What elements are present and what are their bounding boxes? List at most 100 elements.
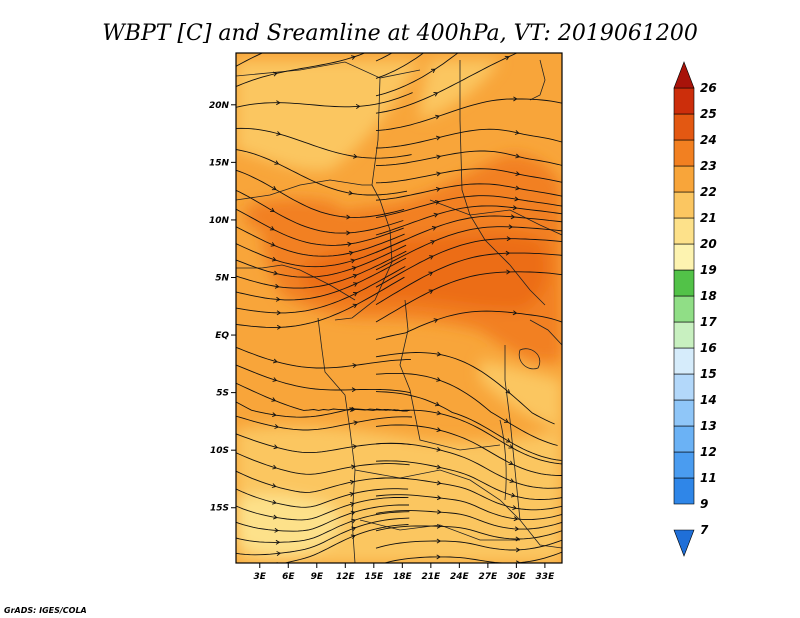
- x-tick-label: 15E: [364, 572, 384, 582]
- streamline-arrowhead: [512, 205, 518, 211]
- streamline: [236, 401, 410, 418]
- streamline-arrowhead: [435, 135, 441, 141]
- streamline-arrowhead: [506, 269, 511, 275]
- streamline: [236, 496, 409, 521]
- colorbar-label: 16: [700, 341, 717, 355]
- streamline: [375, 53, 518, 114]
- streamline-arrowhead: [350, 510, 356, 516]
- streamline-arrowhead: [274, 283, 280, 289]
- streamline: [375, 168, 562, 184]
- streamline-arrowhead: [270, 207, 275, 213]
- streamline-arrowhead: [436, 538, 442, 544]
- streamline-arrowhead: [514, 130, 520, 135]
- x-tick-label: 21E: [421, 572, 441, 582]
- streamlines: [236, 46, 562, 563]
- streamline: [375, 215, 562, 253]
- x-tick-label: 33E: [536, 572, 556, 582]
- streamline-arrowhead: [272, 499, 277, 505]
- streamline-arrowhead: [436, 523, 442, 529]
- colorbar-swatch: [673, 321, 695, 349]
- warm-west-region: [246, 198, 344, 236]
- streamline: [236, 53, 366, 88]
- streamline: [375, 510, 562, 530]
- streamline-arrowhead: [504, 418, 509, 423]
- colorbar-label: 14: [700, 393, 717, 407]
- border-line: [459, 60, 546, 306]
- streamline-arrowhead: [506, 236, 512, 242]
- streamline: [375, 53, 425, 79]
- streamline: [236, 364, 411, 394]
- x-axis: 3E 6E 9E 12E 15E 18E 21E 24E 27E 30E 33E: [254, 563, 556, 582]
- streamline-arrowhead: [276, 324, 282, 330]
- streamline-arrowhead: [515, 547, 521, 553]
- streamline-arrowhead: [428, 46, 432, 50]
- streamline-arrowhead: [352, 273, 358, 279]
- streamline: [376, 150, 562, 166]
- x-tick-label: 18E: [393, 572, 413, 582]
- y-tick-label: 5S: [216, 389, 229, 399]
- streamline: [236, 517, 410, 556]
- map-frame: [235, 52, 563, 564]
- streamline-arrowhead: [352, 363, 358, 369]
- streamline: [375, 525, 562, 540]
- streamline: [236, 257, 407, 301]
- streamline-arrowhead: [272, 358, 278, 364]
- border-line: [236, 61, 421, 79]
- border-line: [429, 199, 562, 236]
- x-tick-label: 12E: [336, 572, 356, 582]
- streamline-arrowhead: [273, 514, 278, 520]
- colorbar-swatch: [673, 295, 695, 323]
- streamline-arrowhead: [276, 100, 281, 106]
- x-tick-label: 6E: [282, 572, 295, 582]
- lake-outline: [518, 348, 541, 370]
- grads-credit: GrADS: IGES/COLA: [4, 606, 87, 615]
- streamline: [375, 98, 562, 132]
- streamline: [282, 524, 409, 563]
- colorbar-swatch: [673, 165, 695, 193]
- streamline-arrowhead: [271, 185, 277, 191]
- streamline-arrowhead: [513, 96, 518, 102]
- colorbar: 7 9 11 12 13 14 15 16 17 18 19 20 21 22 23 24 25 26: [673, 61, 717, 557]
- streamline-arrowhead: [434, 401, 440, 407]
- streamline: [236, 382, 408, 412]
- streamline-arrowhead: [270, 48, 274, 52]
- x-tick-label: 27E: [479, 572, 499, 582]
- streamline-arrowhead: [273, 444, 279, 450]
- streamline-arrowhead: [436, 480, 442, 486]
- streamline-arrowhead: [351, 518, 357, 524]
- streamline: [236, 92, 413, 108]
- streamline-arrowhead: [351, 406, 356, 412]
- streamline: [375, 424, 562, 476]
- y-tick-label: EQ: [215, 331, 229, 341]
- streamline: [236, 189, 404, 234]
- border-line: [354, 469, 521, 521]
- streamline-arrowhead: [274, 160, 280, 165]
- streamline-arrowhead: [504, 55, 510, 61]
- coastline: [529, 59, 546, 101]
- y-tick-label: 5N: [215, 273, 229, 283]
- x-tick-label: 3E: [254, 572, 267, 582]
- streamline-arrowhead: [436, 377, 442, 382]
- colorbar-top-arrow: [673, 61, 695, 89]
- streamline-arrowhead: [436, 554, 441, 560]
- streamline-arrowhead: [349, 501, 355, 507]
- streamline-arrowhead: [512, 310, 518, 316]
- map-panel: [235, 46, 563, 564]
- streamline-arrowhead: [271, 256, 277, 262]
- streamline-arrowhead: [353, 282, 358, 287]
- streamline: [236, 244, 407, 278]
- streamline-arrowhead: [349, 407, 355, 413]
- streamline-arrowhead: [435, 186, 441, 192]
- streamline-arrowhead: [276, 131, 282, 136]
- y-tick-label: 10N: [209, 216, 230, 226]
- colorbar-swatch: [673, 373, 695, 401]
- streamline-arrowhead: [353, 153, 358, 159]
- colorbar-swatch: [673, 243, 695, 271]
- streamline-arrowhead: [351, 526, 357, 532]
- streamline-arrowhead: [509, 478, 515, 483]
- streamline-arrowhead: [510, 214, 516, 220]
- streamline-arrowhead: [272, 412, 277, 418]
- streamline: [375, 372, 558, 446]
- streamline-arrowhead: [351, 266, 357, 271]
